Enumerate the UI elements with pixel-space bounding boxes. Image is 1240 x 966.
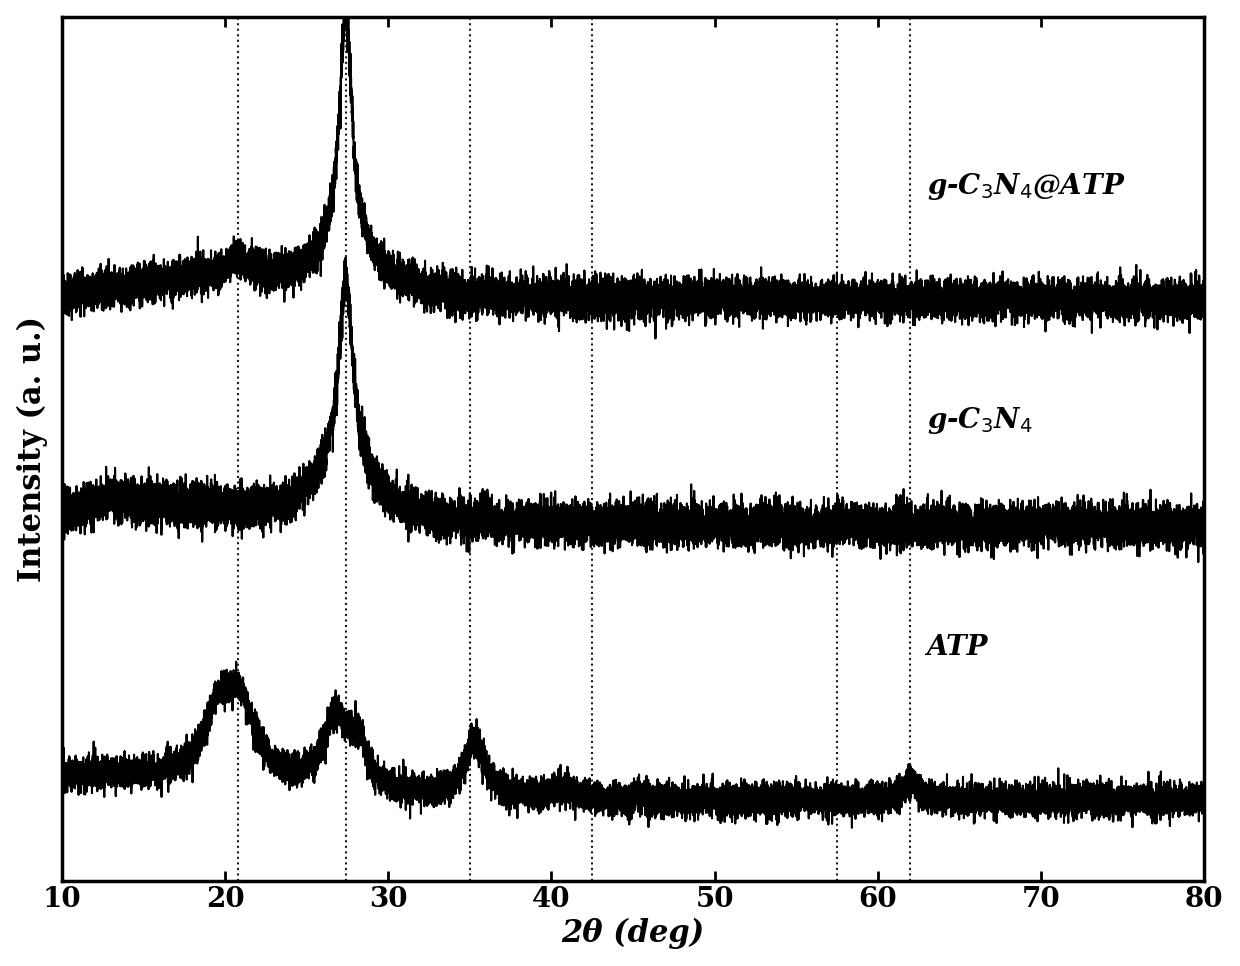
Text: g-C$_3$N$_4$@ATP: g-C$_3$N$_4$@ATP <box>926 171 1126 202</box>
X-axis label: 2θ (deg): 2θ (deg) <box>562 918 704 950</box>
Text: ATP: ATP <box>926 634 988 661</box>
Y-axis label: Intensity (a. u.): Intensity (a. u.) <box>16 316 48 582</box>
Text: g-C$_3$N$_4$: g-C$_3$N$_4$ <box>926 406 1032 437</box>
